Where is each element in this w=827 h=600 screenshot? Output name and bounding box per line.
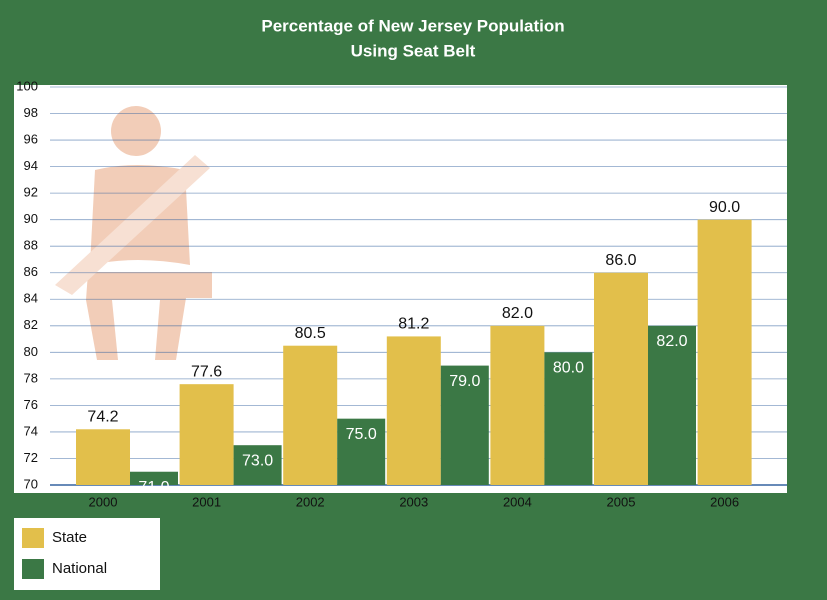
y-tick-label: 96 xyxy=(24,132,38,147)
y-tick-label: 78 xyxy=(24,370,38,385)
chart-title: Using Seat Belt xyxy=(351,41,476,60)
value-label: 90.0 xyxy=(709,199,740,216)
value-label: 82.0 xyxy=(656,333,687,350)
value-label: 73.0 xyxy=(242,452,273,469)
x-tick-label: 2003 xyxy=(399,494,428,509)
legend-swatch xyxy=(22,528,44,548)
y-tick-label: 88 xyxy=(24,238,38,253)
y-tick-label: 84 xyxy=(24,291,38,306)
legend-label: State xyxy=(52,529,87,546)
y-tick-label: 98 xyxy=(24,105,38,120)
value-label: 81.2 xyxy=(398,316,429,333)
y-tick-label: 100 xyxy=(16,78,38,93)
value-label: 71.0 xyxy=(138,479,169,496)
bar xyxy=(180,384,234,485)
legend-label: National xyxy=(52,560,107,577)
value-label: 80.0 xyxy=(553,360,584,377)
y-tick-label: 74 xyxy=(24,423,38,438)
bar xyxy=(76,429,130,485)
y-tick-label: 72 xyxy=(24,450,38,465)
chart: Percentage of New Jersey Population Usin… xyxy=(0,0,827,600)
y-tick-label: 80 xyxy=(24,344,38,359)
bar xyxy=(594,273,648,485)
x-tick-label: 2000 xyxy=(89,494,118,509)
value-label: 75.0 xyxy=(346,426,377,443)
y-tick-label: 86 xyxy=(24,264,38,279)
page: Percentage of New Jersey Population Usin… xyxy=(0,0,827,600)
legend-swatch xyxy=(22,559,44,579)
bar xyxy=(698,220,752,485)
value-label: 79.0 xyxy=(449,373,480,390)
chart-title: Percentage of New Jersey Population xyxy=(261,16,564,35)
value-label: 86.0 xyxy=(605,252,636,269)
x-tick-label: 2005 xyxy=(607,494,636,509)
y-tick-label: 90 xyxy=(24,211,38,226)
x-tick-label: 2004 xyxy=(503,494,532,509)
value-label: 80.5 xyxy=(295,325,326,342)
x-tick-label: 2002 xyxy=(296,494,325,509)
x-tick-label: 2001 xyxy=(192,494,221,509)
y-tick-label: 76 xyxy=(24,397,38,412)
y-tick-label: 94 xyxy=(24,158,38,173)
value-label: 74.2 xyxy=(87,408,118,425)
y-tick-label: 82 xyxy=(24,317,38,332)
bar xyxy=(387,336,441,485)
y-tick-label: 70 xyxy=(24,476,38,491)
bar xyxy=(490,326,544,485)
value-label: 82.0 xyxy=(502,305,533,322)
y-tick-label: 92 xyxy=(24,185,38,200)
x-tick-label: 2006 xyxy=(710,494,739,509)
bar xyxy=(283,346,337,485)
value-label: 77.6 xyxy=(191,363,222,380)
